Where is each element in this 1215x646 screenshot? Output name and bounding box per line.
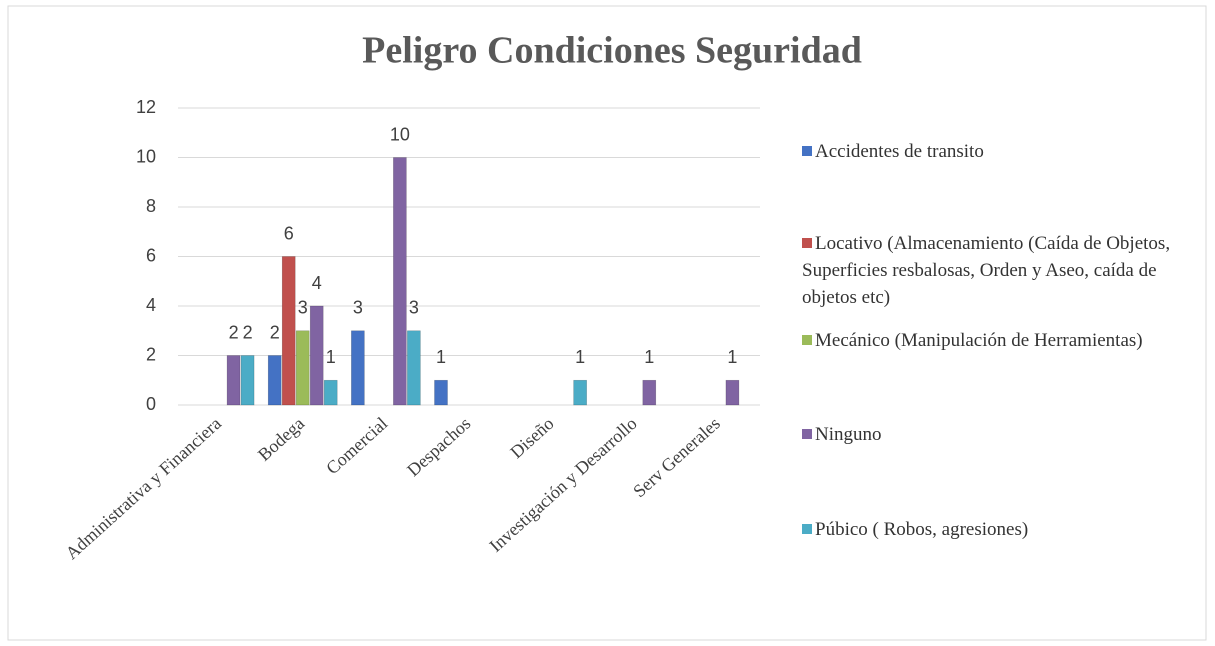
chart-title: Peligro Condiciones Seguridad [362, 30, 862, 72]
y-tick-label: 4 [146, 295, 156, 315]
legend-swatch [802, 524, 812, 534]
data-label: 10 [390, 124, 410, 144]
data-label: 6 [284, 223, 294, 243]
bar [393, 157, 407, 406]
data-label: 1 [644, 347, 654, 367]
y-tick-label: 2 [146, 344, 156, 364]
y-tick-label: 0 [146, 394, 156, 414]
legend-entry: Locativo (Almacenamiento (Caída de Objet… [802, 230, 1202, 311]
bar [295, 330, 310, 406]
data-label: 1 [436, 347, 446, 367]
x-tick-label: Despachos [403, 413, 474, 480]
x-tick-label: Investigación y Desarrollo [485, 413, 640, 556]
bar [725, 379, 740, 406]
x-tick-label: Comercial [322, 413, 391, 478]
legend-swatch [802, 238, 812, 248]
data-label: 4 [312, 273, 322, 293]
data-label: 1 [727, 347, 737, 367]
x-tick-label: Bodega [254, 413, 308, 465]
legend-swatch [802, 146, 812, 156]
legend-label: Mecánico (Manipulación de Herramientas) [815, 330, 1143, 351]
data-label: 3 [298, 298, 308, 318]
bar [642, 379, 657, 406]
legend-label: Accidentes de transito [815, 141, 984, 162]
legend-entry: Accidentes de transito [802, 138, 1202, 165]
bar [281, 256, 296, 406]
bar [267, 355, 282, 406]
data-label: 2 [243, 322, 253, 342]
y-tick-label: 10 [136, 146, 156, 166]
bar [434, 379, 448, 406]
legend-swatch [802, 335, 812, 345]
data-label: 1 [326, 347, 336, 367]
legend-entry: Mecánico (Manipulación de Herramientas) [802, 327, 1202, 354]
x-tick-label: Administrativa y Financiera [62, 413, 225, 563]
data-label: 1 [575, 347, 585, 367]
x-tick-label: Serv Generales [629, 413, 724, 501]
bar [407, 330, 421, 406]
data-label: 2 [270, 322, 280, 342]
data-label: 2 [229, 322, 239, 342]
bar [226, 355, 241, 406]
bar [240, 355, 255, 406]
bar [573, 379, 587, 406]
bar [309, 305, 324, 406]
legend-label: Púbico ( Robos, agresiones) [815, 519, 1029, 540]
legend-label: Ninguno [815, 424, 882, 445]
legend-entry: Púbico ( Robos, agresiones) [802, 516, 1202, 543]
y-tick-label: 6 [146, 245, 156, 265]
legend-label: Locativo (Almacenamiento (Caída de Objet… [802, 233, 1171, 308]
bar [323, 379, 338, 406]
x-tick-label: Diseño [506, 413, 557, 462]
data-label: 3 [409, 298, 419, 318]
y-tick-label: 12 [136, 97, 156, 117]
legend-entry: Ninguno [802, 421, 1202, 448]
y-tick-label: 8 [146, 196, 156, 216]
legend-swatch [802, 429, 812, 439]
chart-border [7, 5, 1207, 641]
bar [351, 330, 365, 406]
data-label: 3 [353, 298, 363, 318]
